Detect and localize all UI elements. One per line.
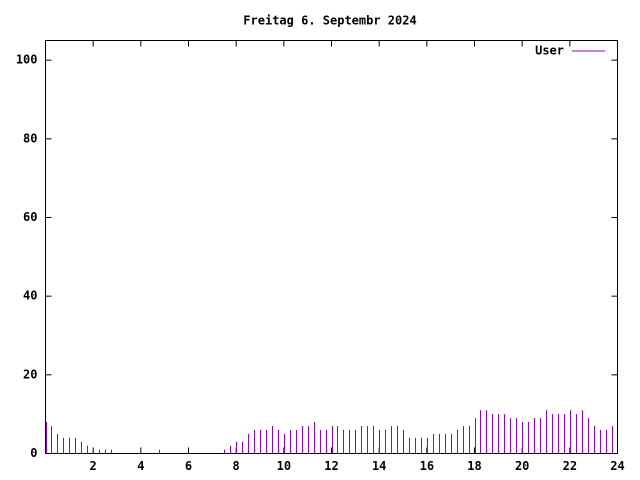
x-tick-label: 14 xyxy=(372,459,386,473)
chart-title: Freitag 6. Septembr 2024 xyxy=(243,14,416,28)
x-tick-label: 16 xyxy=(420,459,434,473)
y-tick-label: 60 xyxy=(23,210,37,224)
x-tick-label: 12 xyxy=(324,459,338,473)
y-tick-label: 40 xyxy=(23,289,37,303)
x-tick-label: 22 xyxy=(563,459,577,473)
y-tick-label: 0 xyxy=(30,446,37,460)
y-tick-label: 80 xyxy=(23,131,37,145)
x-tick-label: 8 xyxy=(233,459,240,473)
x-tick-label: 24 xyxy=(610,459,624,473)
x-tick-label: 20 xyxy=(515,459,529,473)
x-tick-label: 4 xyxy=(137,459,144,473)
x-tick-label: 6 xyxy=(185,459,192,473)
y-tick-label: 100 xyxy=(16,53,38,67)
legend-label: User xyxy=(535,44,564,58)
x-tick-label: 10 xyxy=(277,459,291,473)
x-tick-label: 2 xyxy=(90,459,97,473)
x-tick-label: 18 xyxy=(467,459,481,473)
y-tick-label: 20 xyxy=(23,367,37,381)
